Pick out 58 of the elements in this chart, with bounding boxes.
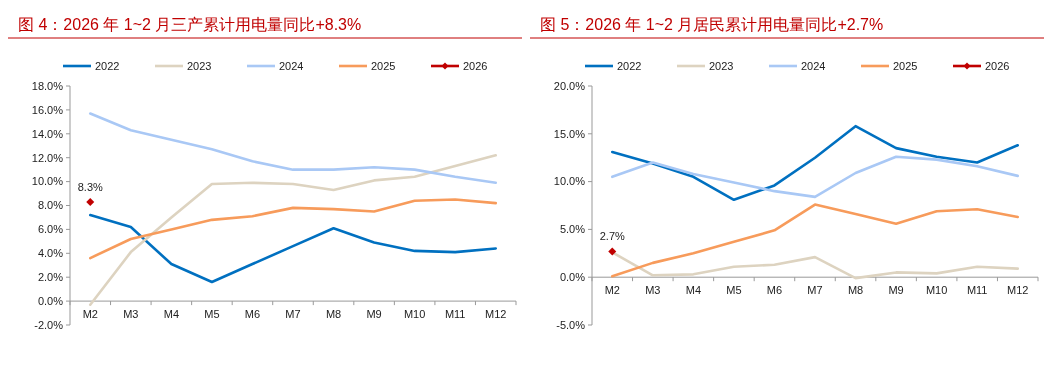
y-tick-label: 12.0% [31,151,64,164]
x-tick-label: M3 [123,308,139,321]
x-tick-label: M7 [807,284,823,297]
line-series [88,198,498,260]
x-tick-label: M6 [244,308,261,321]
legend-label: 2026 [985,59,1010,72]
y-tick-label: 0.0% [559,271,586,284]
legend-label: 2022 [95,59,120,72]
y-tick-label: 18.0% [31,79,64,92]
x-tick-label: M10 [403,308,426,321]
chart-title: 图 5：2026 年 1~2 月居民累计用电量同比+2.7% [540,16,884,33]
y-tick-label: 10.0% [31,175,64,188]
x-tick-label: M7 [285,308,301,321]
x-tick-label: M8 [325,308,342,321]
line-series [88,112,498,185]
line-series [610,124,1020,202]
x-tick-label: M12 [1007,284,1029,297]
y-tick-label: 15.0% [553,127,586,140]
x-tick-label: M2 [604,284,620,297]
x-tick-label: M3 [645,284,661,297]
legend-label: 2024 [801,59,826,72]
x-tick-label: M5 [204,308,220,321]
legend-label: 2026 [463,59,488,72]
x-tick-label: M10 [925,284,948,297]
legend-label: 2025 [371,59,396,72]
x-tick-label: M11 [966,284,988,297]
data-label: 2.7% [599,230,626,243]
x-tick-label: M12 [485,308,507,321]
y-tick-label: 5.0% [559,223,586,236]
legend-label: 2022 [617,59,642,72]
y-tick-label: 2.0% [37,271,64,284]
x-tick-label: M4 [163,308,179,321]
x-tick-label: M5 [726,284,742,297]
y-tick-label: 6.0% [37,223,64,236]
x-tick-label: M2 [82,308,98,321]
data-label: 8.3% [77,180,104,193]
y-tick-label: 10.0% [553,175,586,188]
y-tick-label: 8.0% [37,199,64,212]
legend-label: 2025 [893,59,918,72]
x-tick-label: M9 [366,308,382,321]
legend-label: 2023 [187,59,212,72]
y-tick-label: 4.0% [37,247,64,260]
y-tick-label: 0.0% [37,294,64,307]
x-tick-label: M8 [847,284,864,297]
y-tick-label: 16.0% [31,103,64,116]
x-tick-label: M9 [888,284,904,297]
y-tick-label: -2.0% [34,318,64,331]
legend-label: 2024 [279,59,304,72]
legend-label: 2023 [709,59,734,72]
chart-title: 图 4：2026 年 1~2 月三产累计用电量同比+8.3% [18,16,362,33]
x-tick-label: M6 [766,284,783,297]
y-tick-label: 14.0% [31,127,64,140]
line-series [610,155,1020,199]
x-tick-label: M11 [444,308,466,321]
line-series [88,213,498,284]
y-tick-label: 20.0% [553,79,586,92]
y-tick-label: -5.0% [556,318,586,331]
x-tick-label: M4 [685,284,701,297]
